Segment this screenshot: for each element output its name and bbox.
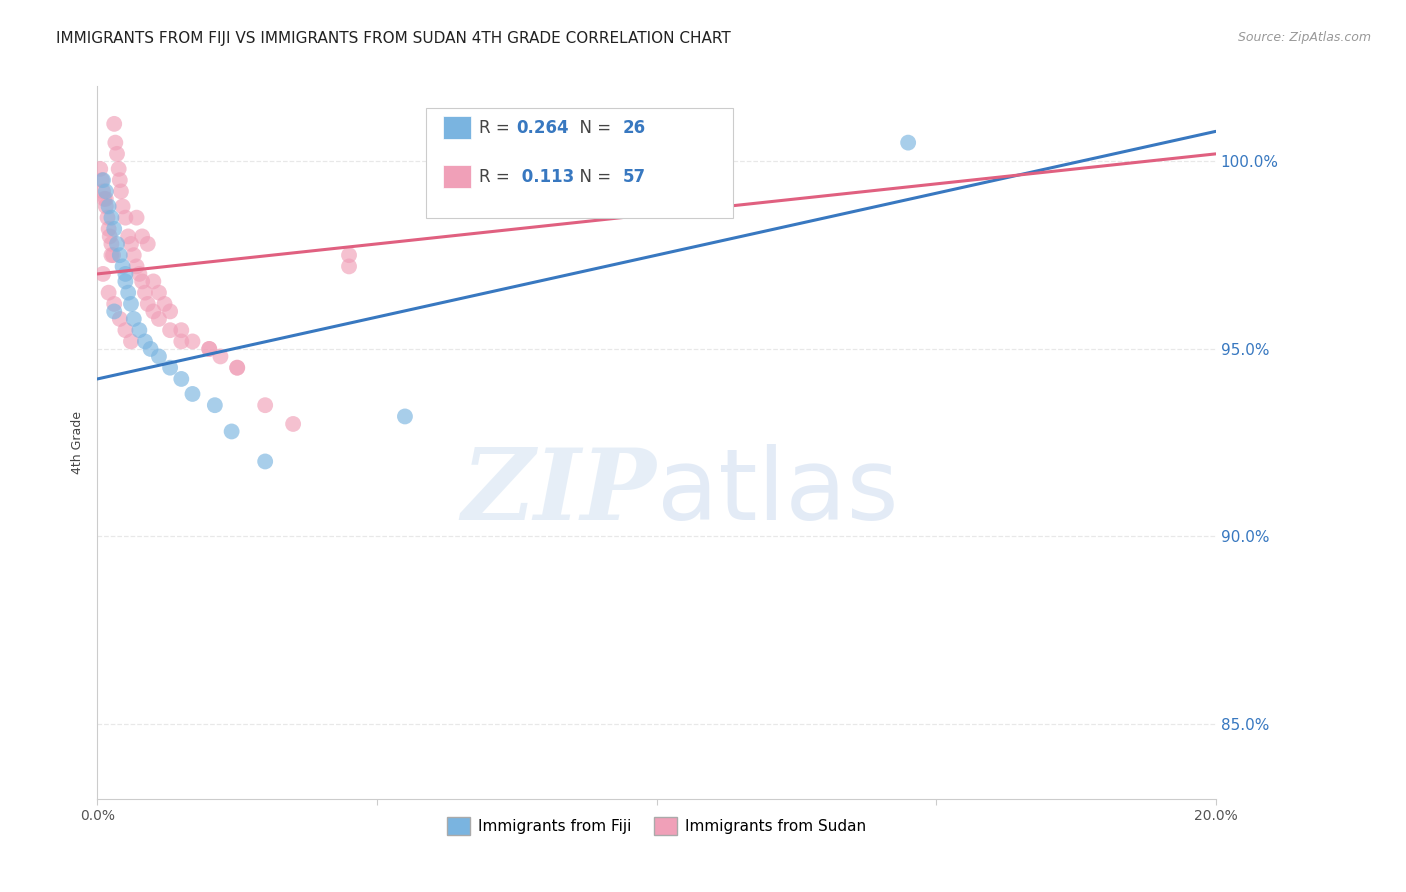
Point: [198, 342, 221, 356]
Text: 57: 57: [623, 168, 645, 186]
Point: [108, 173, 131, 187]
Point: [221, 425, 243, 439]
Point: [114, 211, 136, 225]
Point: [204, 398, 226, 412]
Point: [108, 248, 131, 262]
Point: [114, 274, 136, 288]
Point: [91, 173, 114, 187]
Point: [170, 323, 193, 337]
Point: [170, 372, 193, 386]
Point: [117, 229, 139, 244]
Text: ZIP: ZIP: [461, 444, 657, 541]
Point: [104, 136, 127, 150]
Point: [93, 192, 115, 206]
Point: [142, 304, 165, 318]
Point: [100, 211, 122, 225]
Point: [100, 236, 122, 251]
Point: [107, 161, 129, 176]
Point: [97, 222, 120, 236]
Point: [281, 417, 304, 431]
Point: [94, 199, 117, 213]
Point: [170, 334, 193, 349]
Point: [94, 192, 117, 206]
Point: [134, 285, 156, 300]
Point: [96, 211, 118, 225]
Point: [181, 387, 204, 401]
Point: [159, 323, 181, 337]
Point: [139, 342, 162, 356]
Point: [148, 350, 170, 364]
Point: [198, 342, 221, 356]
Point: [90, 173, 112, 187]
Point: [91, 185, 114, 199]
Point: [120, 297, 142, 311]
Point: [254, 398, 277, 412]
Point: [478, 199, 501, 213]
Point: [181, 334, 204, 349]
Point: [110, 185, 132, 199]
Point: [337, 248, 360, 262]
Point: [111, 260, 134, 274]
Point: [125, 260, 148, 274]
Point: [148, 312, 170, 326]
Point: [103, 297, 125, 311]
Point: [153, 297, 176, 311]
Point: [209, 350, 232, 364]
Text: 0.264: 0.264: [516, 119, 568, 136]
Point: [105, 147, 128, 161]
Point: [103, 222, 125, 236]
Point: [101, 248, 124, 262]
Point: [159, 360, 181, 375]
Point: [114, 323, 136, 337]
Point: [897, 136, 920, 150]
Point: [91, 267, 114, 281]
Point: [105, 236, 128, 251]
Point: [125, 211, 148, 225]
Point: [134, 334, 156, 349]
Legend: Immigrants from Fiji, Immigrants from Sudan: Immigrants from Fiji, Immigrants from Su…: [441, 811, 872, 841]
Point: [148, 285, 170, 300]
Point: [226, 360, 249, 375]
Point: [120, 334, 142, 349]
Point: [117, 285, 139, 300]
Text: atlas: atlas: [657, 444, 898, 541]
Point: [226, 360, 249, 375]
Text: N =: N =: [569, 168, 617, 186]
Text: R =: R =: [479, 168, 516, 186]
Point: [136, 297, 159, 311]
Point: [103, 304, 125, 318]
Text: 0.113: 0.113: [516, 168, 574, 186]
Point: [122, 312, 145, 326]
Point: [337, 260, 360, 274]
Point: [131, 229, 153, 244]
Point: [122, 248, 145, 262]
Text: IMMIGRANTS FROM FIJI VS IMMIGRANTS FROM SUDAN 4TH GRADE CORRELATION CHART: IMMIGRANTS FROM FIJI VS IMMIGRANTS FROM …: [56, 31, 731, 46]
Point: [128, 267, 150, 281]
Point: [114, 267, 136, 281]
Point: [97, 285, 120, 300]
Point: [254, 454, 277, 468]
Text: R =: R =: [479, 119, 516, 136]
Point: [100, 248, 122, 262]
Point: [128, 323, 150, 337]
Point: [111, 199, 134, 213]
Y-axis label: 4th Grade: 4th Grade: [72, 411, 84, 475]
Point: [131, 274, 153, 288]
Point: [98, 229, 121, 244]
Text: Source: ZipAtlas.com: Source: ZipAtlas.com: [1237, 31, 1371, 45]
Text: N =: N =: [569, 119, 617, 136]
Point: [94, 185, 117, 199]
Point: [142, 274, 165, 288]
Point: [394, 409, 416, 424]
Point: [136, 236, 159, 251]
Point: [89, 161, 111, 176]
Point: [103, 117, 125, 131]
Text: 26: 26: [623, 119, 645, 136]
Point: [108, 312, 131, 326]
Point: [120, 236, 142, 251]
Point: [159, 304, 181, 318]
Point: [97, 199, 120, 213]
